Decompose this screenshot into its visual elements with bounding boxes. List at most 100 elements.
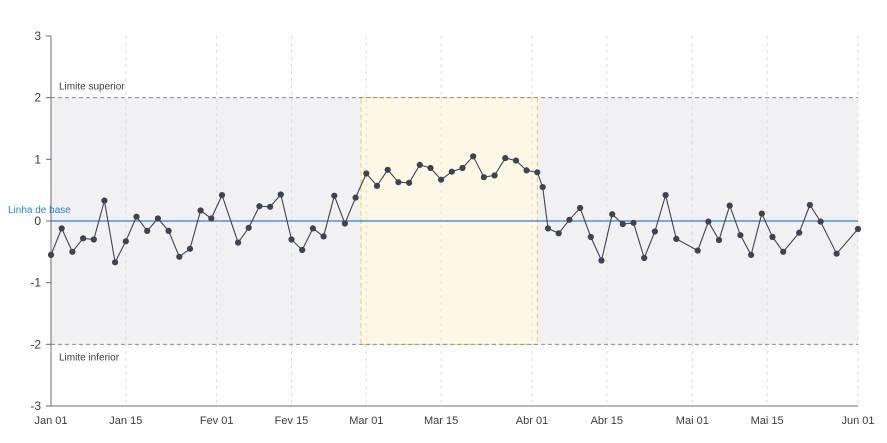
data-point: [780, 248, 787, 255]
data-point: [566, 216, 573, 223]
x-tick-label: Fev 15: [275, 415, 309, 427]
data-point: [144, 227, 151, 234]
data-point: [459, 164, 466, 172]
data-point: [384, 166, 391, 173]
x-tick-label: Fev 01: [200, 415, 234, 427]
data-point: [58, 225, 65, 232]
x-tick-label: Jun 01: [841, 415, 874, 427]
data-point: [352, 194, 359, 201]
x-tick-label: Abr 01: [516, 415, 548, 427]
baseline-label: Linha de base: [8, 205, 71, 216]
data-point: [438, 176, 445, 183]
data-point: [641, 254, 648, 262]
data-point: [502, 155, 509, 162]
data-series: [47, 153, 862, 266]
data-point: [523, 167, 530, 174]
data-point: [715, 237, 723, 244]
data-point: [90, 236, 97, 243]
lower-limit-label: Limite inferior: [59, 352, 120, 363]
data-point: [609, 211, 616, 218]
data-point: [154, 215, 161, 222]
x-tick-label: Mai 15: [751, 415, 784, 427]
data-point: [806, 201, 814, 209]
data-point: [47, 251, 55, 258]
data-point: [796, 229, 803, 236]
data-point: [299, 246, 306, 254]
x-tick-label: Jan 15: [109, 415, 142, 427]
data-point: [256, 203, 263, 210]
data-point: [534, 169, 541, 176]
data-point: [320, 233, 327, 240]
data-point: [245, 224, 252, 231]
y-tick-label: -2: [30, 337, 41, 351]
data-point: [277, 191, 284, 198]
y-tick-label: 2: [34, 91, 41, 105]
x-tick-label: Jan 01: [34, 415, 67, 427]
data-point: [705, 218, 712, 225]
data-point: [619, 221, 626, 228]
data-point: [854, 225, 862, 233]
data-point: [662, 192, 669, 199]
data-point: [726, 202, 733, 209]
data-point: [598, 257, 605, 264]
data-point: [197, 207, 204, 214]
data-point: [651, 228, 659, 235]
data-point: [512, 157, 520, 164]
data-point: [427, 164, 434, 172]
data-point: [176, 253, 183, 260]
data-point: [112, 259, 119, 266]
data-point: [288, 236, 295, 243]
data-point: [363, 170, 370, 177]
data-point: [539, 184, 546, 191]
y-tick-label: -1: [30, 276, 41, 290]
x-tick-label: Mar 15: [424, 415, 458, 427]
data-point: [769, 233, 776, 241]
y-tick-label: -3: [30, 399, 41, 413]
data-point: [186, 245, 194, 252]
data-point: [555, 230, 562, 237]
data-point: [544, 225, 552, 232]
data-point: [673, 235, 680, 242]
data-point: [694, 247, 701, 254]
data-point: [133, 213, 140, 220]
data-point: [309, 225, 316, 232]
data-point: [833, 250, 840, 257]
data-point: [122, 238, 129, 245]
data-point: [235, 239, 242, 246]
data-point: [491, 172, 498, 179]
data-point: [341, 220, 348, 227]
data-point: [395, 179, 402, 186]
data-point: [80, 235, 87, 242]
data-point: [69, 248, 76, 255]
data-point: [587, 233, 594, 241]
x-tick-label: Abr 15: [591, 415, 623, 427]
upper-limit-label: Limite superior: [59, 82, 125, 93]
x-tick-label: Mar 01: [349, 415, 383, 427]
axes: -3 -2 -1 0 1 2 3 Jan 01 Jan 15 Fev 01 Fev 15 Mar 01…: [30, 29, 874, 427]
data-point: [218, 192, 226, 199]
data-point: [748, 251, 755, 258]
data-point: [630, 219, 637, 226]
data-point: [208, 215, 215, 222]
y-tick-label: 0: [34, 214, 41, 228]
data-point: [406, 179, 413, 186]
data-point: [737, 232, 744, 239]
annotation-labels: Limite superior Limite inferior Linha de…: [8, 82, 125, 364]
data-point: [165, 227, 172, 234]
y-tick-label: 1: [34, 152, 41, 166]
data-point: [101, 197, 108, 204]
data-point: [817, 218, 824, 225]
data-point: [267, 203, 274, 210]
data-point: [480, 174, 487, 181]
data-point: [448, 168, 455, 175]
control-limit-lines: [51, 97, 858, 345]
data-point: [331, 192, 338, 199]
data-point: [758, 210, 765, 217]
data-point: [470, 153, 477, 160]
y-tick-label: 3: [34, 29, 41, 43]
x-tick-label: Mai 01: [676, 415, 709, 427]
data-point: [373, 182, 381, 189]
data-point: [577, 204, 584, 212]
data-point: [416, 161, 423, 168]
